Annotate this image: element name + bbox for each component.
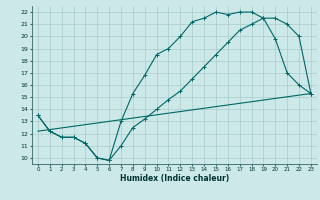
X-axis label: Humidex (Indice chaleur): Humidex (Indice chaleur) (120, 174, 229, 183)
